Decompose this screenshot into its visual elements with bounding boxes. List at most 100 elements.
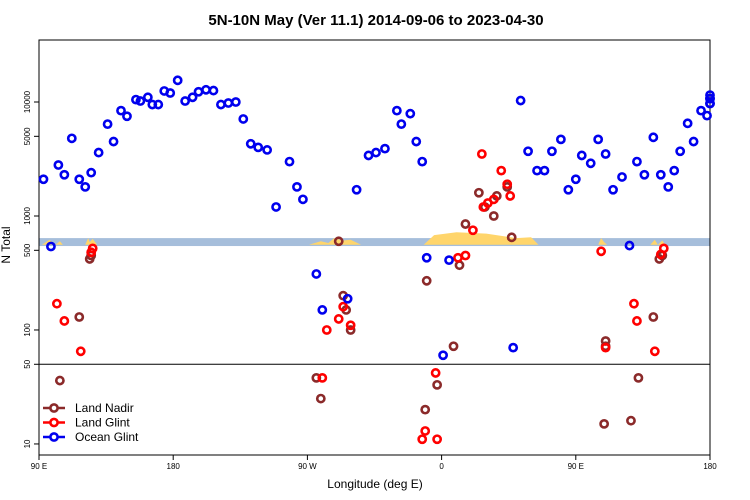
data-point (496, 165, 507, 176)
data-point (649, 346, 660, 357)
x-tick-label: 180 (703, 462, 717, 471)
data-point (122, 111, 132, 122)
land-segment (423, 232, 539, 245)
data-point (292, 181, 302, 192)
data-point (230, 97, 241, 107)
data-point (315, 393, 326, 404)
legend-swatch-marker (49, 403, 59, 413)
data-point (473, 187, 484, 198)
land-segment (85, 238, 98, 245)
data-point (626, 415, 636, 426)
data-point (193, 86, 204, 97)
data-point (87, 243, 98, 254)
data-point (639, 169, 650, 180)
data-point (420, 426, 431, 436)
data-point (669, 165, 680, 176)
data-point (633, 372, 644, 383)
y-tick-label: 50 (23, 359, 32, 368)
data-point (420, 404, 431, 415)
data-point (448, 341, 459, 352)
data-point (599, 418, 610, 429)
data-point (245, 138, 256, 149)
data-point (54, 375, 65, 386)
data-point (682, 118, 693, 129)
data-point (338, 301, 349, 312)
data-point (172, 75, 183, 86)
data-point (351, 184, 362, 195)
data-point (432, 379, 443, 390)
data-point (311, 269, 322, 279)
chart-title: 5N-10N May (Ver 11.1) 2014-09-06 to 2023… (208, 12, 543, 29)
data-point (74, 312, 85, 322)
data-point (532, 165, 542, 176)
data-point (506, 232, 517, 243)
land-segment (598, 238, 608, 245)
data-point (508, 342, 519, 353)
data-point (135, 96, 146, 106)
data-point (342, 293, 353, 304)
data-point (488, 194, 499, 205)
data-point (298, 194, 308, 205)
x-tick-label: 90 E (31, 462, 47, 471)
data-points (38, 75, 715, 445)
ocean-band (39, 238, 710, 247)
data-point (576, 150, 587, 161)
data-point (468, 225, 478, 236)
data-point (38, 174, 49, 185)
data-point (617, 172, 627, 182)
data-point (405, 108, 416, 119)
data-point (380, 143, 390, 154)
y-tick-label: 5000 (23, 127, 32, 145)
data-point (432, 434, 443, 445)
data-point (317, 305, 328, 315)
data-point (453, 252, 463, 263)
data-point (93, 147, 104, 158)
series-land-glint (51, 149, 669, 445)
x-tick-label: 0 (439, 462, 444, 471)
data-point (108, 136, 119, 147)
legend-swatch-marker (49, 432, 59, 442)
y-tick-label: 10000 (23, 90, 32, 113)
data-point (253, 142, 264, 153)
data-point (165, 88, 176, 98)
data-point (321, 325, 332, 335)
axes: 90 E 180 90 W 0 90 E 180 10 50 100 500 1000 5000 100… (23, 39, 717, 471)
y-tick-label: 100 (23, 323, 32, 337)
y-axis-label: N Total (0, 226, 13, 263)
data-point (523, 146, 533, 157)
x-axis-label: Longitude (deg E) (327, 477, 422, 491)
data-point (705, 93, 715, 104)
data-point (632, 156, 642, 167)
data-point (658, 243, 669, 254)
legend-label: Land Glint (75, 416, 130, 430)
series-ocean-glint (38, 75, 715, 361)
data-point (629, 298, 639, 309)
data-point (216, 99, 226, 110)
data-point (180, 96, 191, 106)
data-point (648, 312, 659, 322)
data-point (262, 145, 273, 155)
x-tick-label: 90 E (568, 462, 584, 471)
data-point (46, 241, 56, 252)
data-point (585, 158, 596, 169)
data-point (59, 169, 70, 180)
data-point (608, 184, 618, 195)
data-point (396, 119, 407, 130)
data-point (675, 146, 686, 157)
data-point (547, 146, 557, 157)
data-point (363, 150, 374, 161)
data-point (632, 316, 642, 326)
data-point (702, 110, 712, 121)
data-point (284, 156, 295, 167)
data-point (688, 136, 699, 147)
x-tick-label: 180 (167, 462, 181, 471)
data-point (502, 179, 513, 190)
data-point (600, 342, 611, 353)
plot-frame (38, 39, 711, 456)
data-point (600, 149, 611, 159)
data-point (102, 119, 113, 130)
series-land-nadir (54, 181, 668, 429)
data-point (624, 240, 635, 251)
data-point (411, 136, 422, 147)
